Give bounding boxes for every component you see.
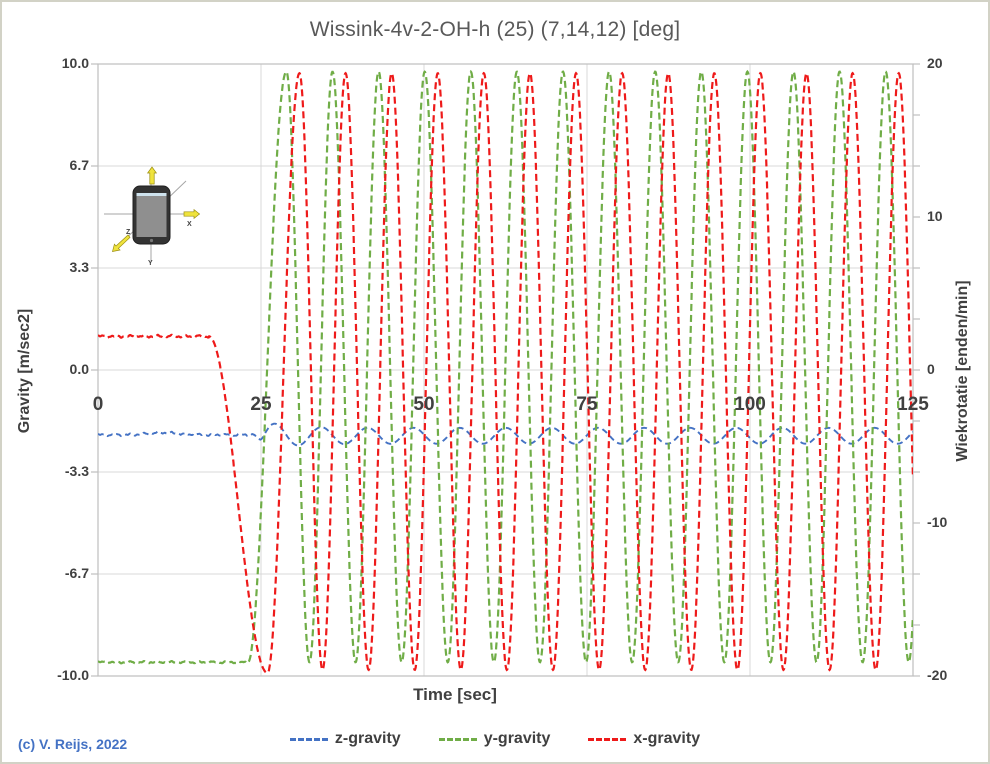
- y-right-tick-label: -20: [927, 667, 948, 683]
- y-left-tick-label: 0.0: [69, 361, 89, 377]
- y-gravity-label: y-gravity: [483, 730, 551, 747]
- y-axis-title-left: Gravity [m/sec2]: [16, 308, 33, 434]
- y-left-tick-label: 3.3: [69, 259, 89, 275]
- z-gravity-line-swatch: [289, 737, 328, 741]
- y-left-tick-label: 6.7: [69, 156, 89, 173]
- y-left-tick-label: 10.0: [61, 55, 89, 71]
- y-left-tick-label: -6.7: [64, 565, 89, 581]
- down-left-arrow: [112, 234, 131, 252]
- y-right-tick-label: 0: [927, 361, 935, 377]
- legend-item-z-gravity: z-gravity: [289, 730, 401, 748]
- x-axis-title: Time [sec]: [413, 685, 497, 704]
- x-tick-label: 100: [734, 394, 766, 415]
- phone-axes-inset: X Y Z: [104, 166, 200, 266]
- x-tick-label: 75: [576, 394, 598, 415]
- y-gravity-line-swatch: [438, 737, 477, 741]
- y-right-tick-label: 10: [927, 208, 943, 224]
- inset-z-label: Z: [126, 229, 131, 236]
- series-line-x-gravity: [98, 71, 913, 674]
- chart-title: Wissink-4v-2-OH-h (25) (7,14,12) [deg]: [309, 18, 681, 41]
- inset-x-label: X: [187, 221, 192, 228]
- x-gravity-line-swatch: [588, 737, 627, 741]
- x-tick-label: 125: [897, 394, 929, 415]
- y-right-tick-label: -10: [927, 514, 948, 530]
- x-tick-label: 25: [250, 394, 272, 415]
- inset-y-label: Y: [148, 260, 153, 266]
- x-tick-label: 0: [92, 394, 104, 415]
- up-arrow: [146, 166, 158, 185]
- legend-item-x-gravity: x-gravity: [588, 730, 700, 748]
- x-tick-label: 50: [413, 394, 435, 415]
- y-left-tick-label: -3.3: [64, 462, 89, 479]
- series-line-z-gravity: [98, 422, 913, 447]
- axis-arrows: [112, 166, 200, 252]
- legend-item-y-gravity: y-gravity: [438, 730, 551, 748]
- phone-icon: [132, 185, 171, 245]
- z-gravity-label: z-gravity: [334, 730, 401, 747]
- y-left-tick-label: -10.0: [57, 667, 89, 683]
- y-right-tick-label: 20: [927, 55, 943, 71]
- x-gravity-label: x-gravity: [633, 730, 701, 747]
- legend: z-gravity y-gravity x-gravity: [2, 724, 988, 754]
- right-arrow: [183, 208, 200, 220]
- y-axis-title-right: Wiekrotatie [enden/min]: [954, 280, 971, 462]
- copyright-text: (c) V. Reijs, 2022: [18, 736, 128, 752]
